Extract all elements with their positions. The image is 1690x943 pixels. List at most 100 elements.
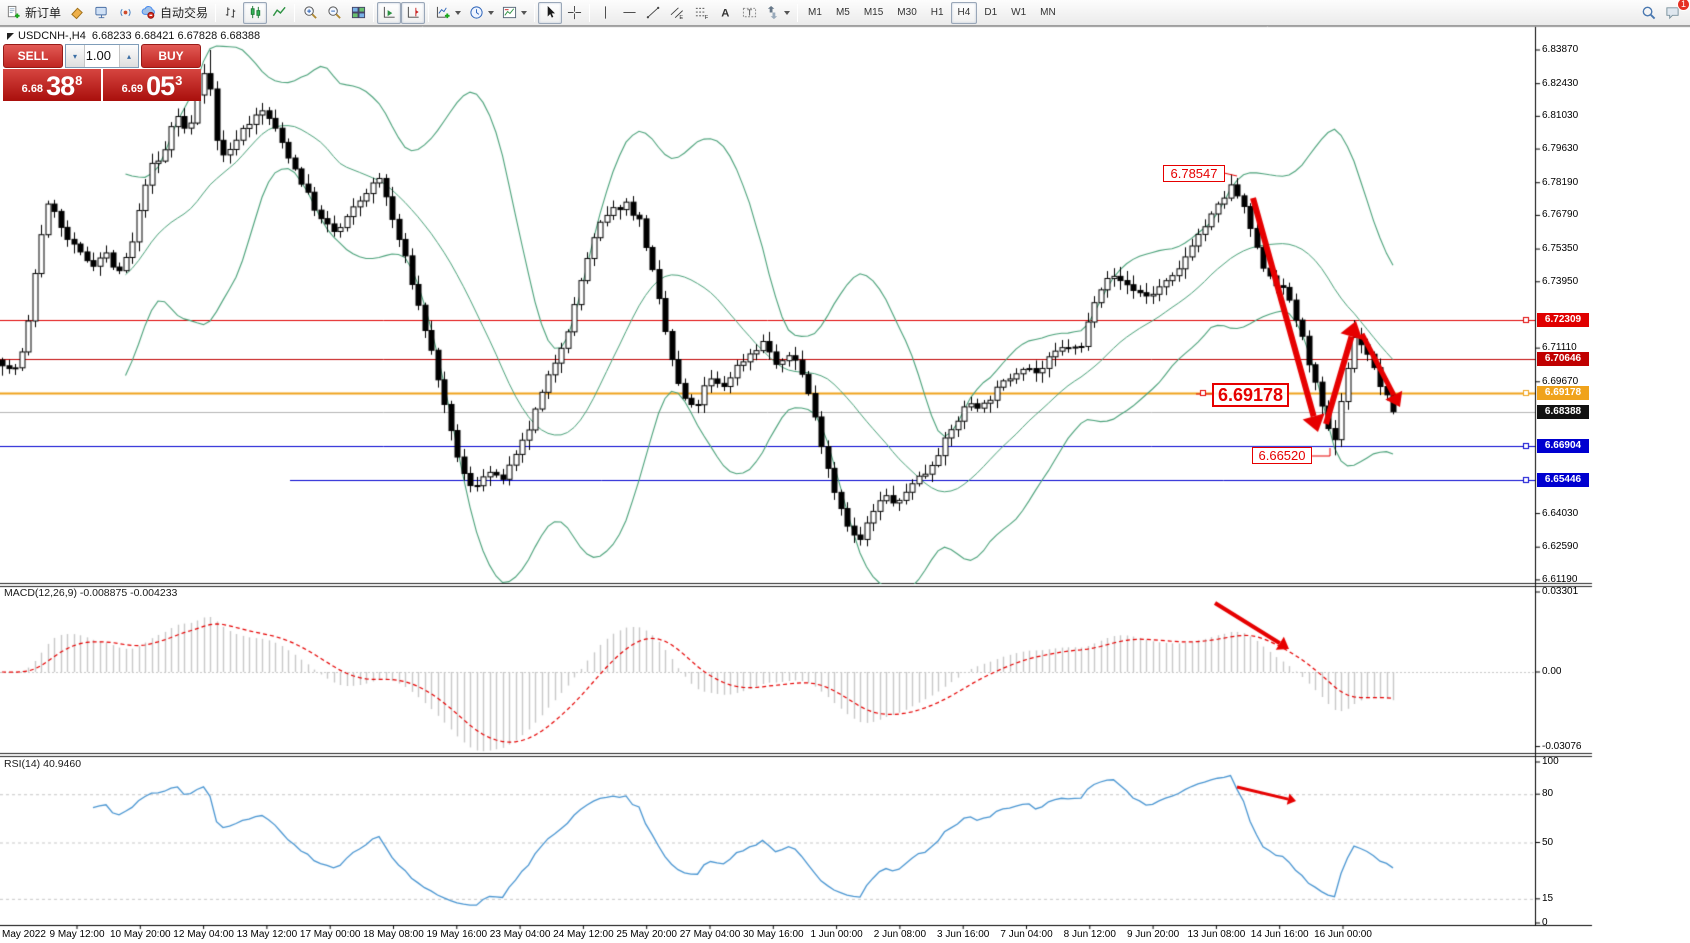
svg-text:E: E <box>679 15 683 20</box>
timeframe-m1-button[interactable]: M1 <box>801 2 829 24</box>
time-tick-label: 19 May 16:00 <box>426 929 488 940</box>
crosshair-button[interactable] <box>562 2 586 24</box>
fibonacci-retracement-button[interactable]: F <box>689 2 713 24</box>
volume-input[interactable]: 1.00 <box>85 48 111 63</box>
time-tick-label: 1 Jun 00:00 <box>810 929 863 940</box>
sell-price-pips: 38 <box>46 71 75 101</box>
time-tick-label: 13 Jun 08:00 <box>1187 929 1246 940</box>
macd-indicator-label: MACD(12,26,9) -0.008875 -0.004233 <box>4 587 177 599</box>
channel-icon: E <box>670 5 685 20</box>
text-icon: A <box>718 5 733 20</box>
main-toolbar: 新订单 自动交易 E F A T M1 M5 M15 M30 H1 H4 D1 W1 MN 1 <box>0 0 1690 26</box>
rsi-tick-label: 100 <box>1542 756 1559 767</box>
zoomout-icon <box>327 5 342 20</box>
chartshift-icon <box>406 5 421 20</box>
chevron-down-icon <box>488 10 495 15</box>
chat-button[interactable]: 1 <box>1660 0 1690 24</box>
buy-price-pips: 05 <box>146 71 175 101</box>
rsi-value: 40.9460 <box>43 758 82 770</box>
price-tick-label: 6.81030 <box>1542 110 1579 122</box>
toolbar-separator <box>294 3 296 22</box>
volume-increase-button[interactable]: ▴ <box>119 45 138 67</box>
line-chart-button[interactable] <box>267 2 291 24</box>
toolbar-separator <box>428 3 430 22</box>
macd-tick-label: 0.03301 <box>1542 586 1579 597</box>
time-tick-label: 9 May 12:00 <box>49 929 105 940</box>
timeframe-h4-button[interactable]: H4 <box>950 1 978 24</box>
time-tick-label: 10 May 20:00 <box>109 929 171 940</box>
tile-windows-button[interactable] <box>346 2 370 24</box>
hline-icon <box>622 5 637 20</box>
periods-button[interactable] <box>465 2 498 24</box>
signals-button[interactable] <box>113 2 137 24</box>
rsi-tick-label: 80 <box>1542 788 1554 800</box>
trend-icon <box>646 5 661 20</box>
shapes-icon <box>765 5 780 20</box>
horizontal-line-button[interactable] <box>617 2 641 24</box>
timeframe-h1-button[interactable]: H1 <box>924 2 951 24</box>
eraser-button[interactable] <box>65 2 89 24</box>
time-tick-label: 25 May 20:00 <box>616 929 677 940</box>
timeframe-m30-button[interactable]: M30 <box>890 2 923 24</box>
annotation-price-label-mid[interactable]: 6.69178 <box>1212 383 1289 407</box>
buy-price-base: 6.69 <box>121 83 144 95</box>
cursor-button[interactable] <box>538 1 563 24</box>
chart-title-ohlc: 6.68233 6.68421 6.67828 6.68388 <box>91 30 261 42</box>
price-tick-label: 6.73950 <box>1542 275 1579 287</box>
arrows-shapes-button[interactable] <box>761 2 794 24</box>
rsi-tick-label: 50 <box>1542 836 1554 848</box>
timeframe-m5-button[interactable]: M5 <box>829 2 857 24</box>
buy-price-point: 3 <box>175 73 183 88</box>
tiles-icon <box>351 5 366 20</box>
time-tick-label: 2 Jun 08:00 <box>873 929 927 940</box>
sell-button[interactable]: SELL <box>3 44 63 68</box>
volume-decrease-button[interactable]: ▾ <box>66 45 85 67</box>
time-tick-label: 16 Jun 00:00 <box>1314 929 1372 940</box>
indicators-button[interactable] <box>432 2 465 24</box>
time-tick-label: 27 May 04:00 <box>679 929 741 940</box>
search-icon <box>1641 5 1656 20</box>
time-tick-label: 9 Jun 20:00 <box>1126 929 1180 940</box>
buy-button[interactable]: BUY <box>141 44 201 68</box>
auto-scroll-button[interactable] <box>377 1 402 24</box>
sell-price-display[interactable]: 6.68 38 8 <box>3 69 101 101</box>
indicators-icon <box>436 5 451 20</box>
time-tick-label: 13 May 12:00 <box>236 929 298 940</box>
bar-chart-button[interactable] <box>219 2 243 24</box>
toolbar-separator <box>534 3 536 22</box>
vertical-line-button[interactable] <box>593 2 617 24</box>
price-tick-label: 6.69670 <box>1542 375 1579 387</box>
sell-price-point: 8 <box>75 73 83 88</box>
toolbar-separator <box>215 3 217 22</box>
neworder-icon <box>6 5 21 20</box>
templates-button[interactable] <box>498 2 531 24</box>
search-button[interactable] <box>1636 2 1660 24</box>
timeframe-m15-button[interactable]: M15 <box>857 2 890 24</box>
timeframe-w1-button[interactable]: W1 <box>1004 2 1033 24</box>
buy-price-display[interactable]: 6.69 05 3 <box>103 69 201 101</box>
chevron-down-icon <box>784 10 791 15</box>
new-order-button[interactable]: 新订单 <box>2 2 65 24</box>
zoom-in-button[interactable] <box>298 2 322 24</box>
signal-icon <box>118 5 133 20</box>
timeframe-mn-button[interactable]: MN <box>1033 2 1063 24</box>
rsi-name: RSI(14) <box>4 758 41 770</box>
zoom-out-button[interactable] <box>322 2 346 24</box>
svg-text:F: F <box>704 15 708 20</box>
symbol-marker-icon <box>7 32 14 40</box>
text-label-button[interactable]: T <box>737 2 761 24</box>
equidistant-channel-button[interactable]: E <box>665 2 689 24</box>
candlestick-chart-button[interactable] <box>243 1 268 24</box>
price-level-badge: 6.72309 <box>1537 313 1589 328</box>
chart-shift-button[interactable] <box>401 1 426 24</box>
auto-trading-button[interactable]: 自动交易 <box>137 2 212 24</box>
expert-advisors-button[interactable] <box>89 2 113 24</box>
annotation-price-label-low[interactable]: 6.66520 <box>1252 447 1312 464</box>
annotation-price-label-peak[interactable]: 6.78547 <box>1163 165 1225 182</box>
timeframe-d1-button[interactable]: D1 <box>977 2 1004 24</box>
vline-icon <box>598 5 613 20</box>
text-button[interactable]: A <box>713 2 737 24</box>
trendline-button[interactable] <box>641 2 665 24</box>
chevron-down-icon <box>521 10 528 15</box>
